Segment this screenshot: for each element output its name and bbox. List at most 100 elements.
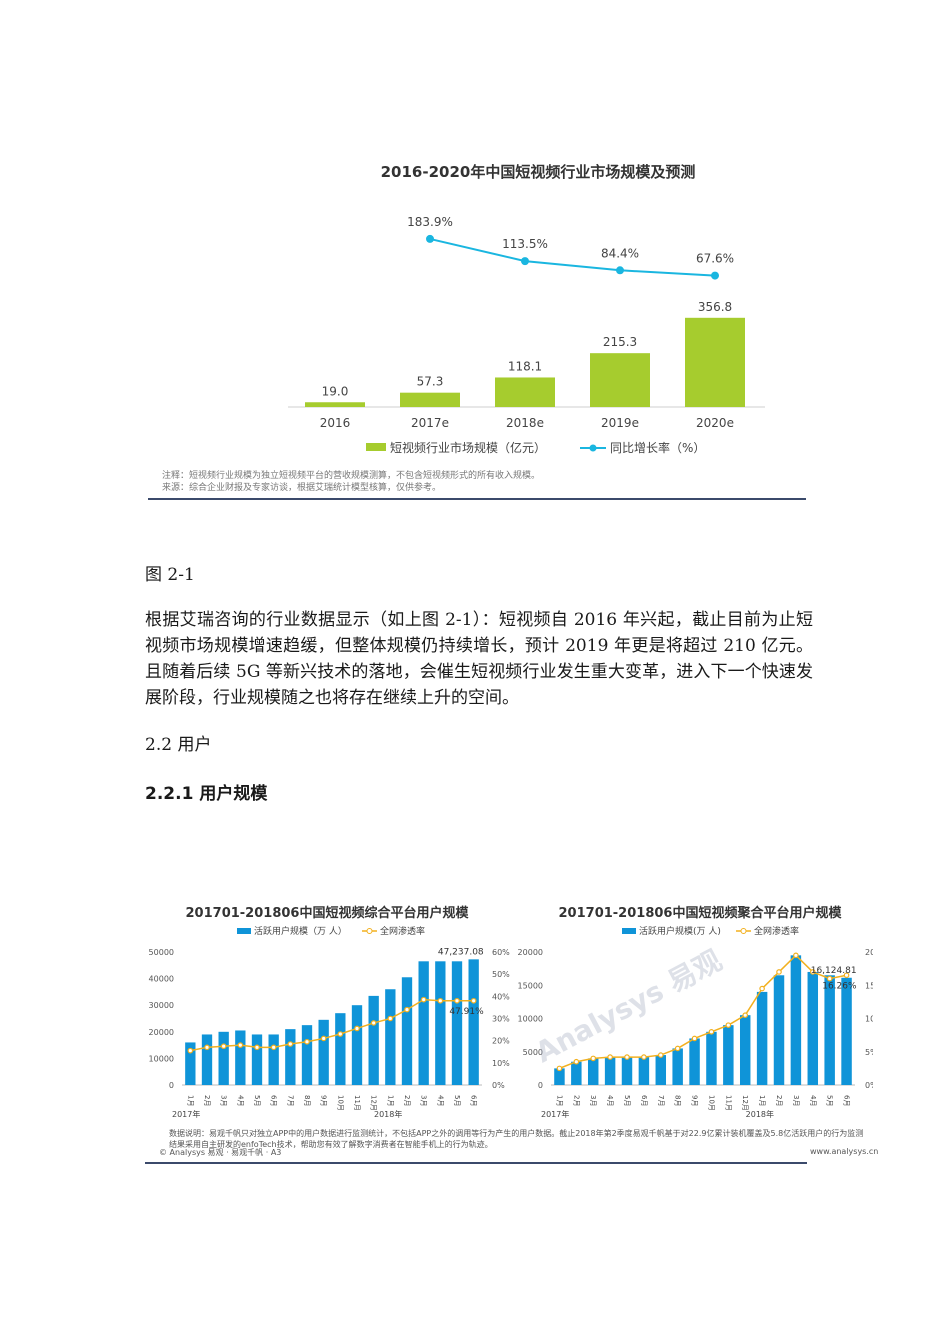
- bar: [706, 1031, 717, 1085]
- bar: [285, 1029, 296, 1085]
- bar-label: 19.0: [322, 384, 349, 398]
- bar: [790, 955, 802, 1085]
- y-tick-right: 30%: [492, 1015, 510, 1024]
- bar: [201, 1034, 213, 1085]
- bar-label: 118.1: [508, 359, 542, 373]
- penetration-point: [793, 952, 799, 959]
- x-tick-label: 2月: [572, 1095, 580, 1106]
- bar: [435, 961, 446, 1085]
- penetration-point: [437, 997, 444, 1004]
- footer-left: © Analysys 易观 · 易观千帆 · A3: [159, 1148, 282, 1157]
- x-tick-label: 6月: [270, 1095, 278, 1106]
- y-tick-right: 10%: [865, 1015, 873, 1024]
- y-tick-right: 40%: [492, 992, 510, 1001]
- year-label: 2018年: [374, 1109, 402, 1119]
- x-tick-label: 1月: [186, 1095, 194, 1106]
- bar: [723, 1025, 734, 1085]
- legend-left: 活跃用户规模（万 人） 全网渗透率: [237, 925, 425, 937]
- legend: 短视频行业市场规模（亿元） 同比增长率（%）: [366, 440, 705, 455]
- x-tick-label: 3月: [589, 1095, 597, 1106]
- figure-notes: 注释：短视频行业规模为独立短视频平台的营收规模测算，不包含短视频形式的所有收入规…: [162, 470, 540, 494]
- penetration-point: [287, 1041, 294, 1047]
- bar: [401, 977, 413, 1085]
- x-tick-label: 11月: [724, 1095, 732, 1111]
- bar: [468, 959, 479, 1085]
- bar: [587, 1058, 599, 1085]
- x-tick-label: 7月: [657, 1095, 665, 1106]
- penetration-point: [270, 1044, 277, 1051]
- legend-bar-label: 活跃用户规模(万 人): [639, 925, 721, 937]
- subsection-heading: 2.2.1 用户规模: [145, 784, 268, 804]
- penetration-point: [404, 1006, 410, 1013]
- value-annotation: 16,124.81: [811, 966, 857, 976]
- note-line: 注释：短视频行业规模为独立短视频平台的营收规模测算，不包含短视频形式的所有收入规…: [162, 471, 541, 481]
- y-tick-right: 0%: [492, 1081, 505, 1090]
- y-tick-left: 10000: [518, 1015, 543, 1024]
- x-tick-label: 2月: [775, 1095, 783, 1106]
- legend-bar-swatch: [237, 928, 251, 934]
- x-tick-label: 3月: [792, 1095, 800, 1106]
- legend-bar-label: 活跃用户规模（万 人）: [254, 925, 347, 937]
- rate-annotation: 47.91%: [449, 1007, 484, 1017]
- x-tick-label: 10月: [336, 1095, 344, 1111]
- body-paragraph: 根据艾瑞咨询的行业数据显示（如上图 2-1）：短视频自 2016 年兴起，截止目…: [145, 607, 813, 711]
- penetration-point: [354, 1025, 360, 1032]
- bar: [554, 1068, 565, 1085]
- x-tick-label: 2017e: [411, 416, 449, 430]
- figure-user-scale: 201701-201806中国短视频综合平台用户规模 201701-201806…: [145, 895, 884, 1175]
- bar: [185, 1042, 196, 1085]
- penetration-point: [624, 1054, 630, 1060]
- bar-label: 215.3: [603, 335, 637, 349]
- growth-line: [429, 237, 716, 277]
- y-tick-left: 0: [538, 1081, 543, 1090]
- penetration-point: [826, 975, 833, 982]
- figure-market-size: 2016-2020年中国短视频行业市场规模及预测 19.0 2016 57.3 201…: [148, 140, 808, 510]
- x-tick-label: 12月: [370, 1095, 378, 1111]
- figure-caption: 图 2-1: [145, 565, 195, 585]
- bar: [604, 1057, 616, 1085]
- x-tick-label: 9月: [691, 1095, 699, 1106]
- x-tick-label: 2018e: [506, 416, 544, 430]
- rate-annotation: 16.26%: [822, 981, 857, 991]
- growth-point: [521, 257, 529, 266]
- penetration-point: [657, 1052, 664, 1058]
- growth-label: 113.5%: [502, 237, 548, 251]
- penetration-point: [187, 1047, 194, 1054]
- bar: [451, 961, 463, 1085]
- bar: [400, 392, 460, 407]
- x-tick-label: 2月: [403, 1095, 411, 1106]
- user-scale-charts: 201701-201806中国短视频综合平台用户规模 201701-201806…: [149, 905, 884, 1119]
- x-tick-label: 4月: [436, 1095, 444, 1106]
- y-tick-left: 5000: [523, 1048, 543, 1057]
- bar: [571, 1061, 582, 1085]
- y-tick-right: 20%: [865, 948, 873, 957]
- legend-line-label: 同比增长率（%）: [610, 440, 705, 455]
- bar: [807, 971, 819, 1085]
- penetration-point: [370, 1020, 377, 1026]
- divider: [148, 498, 806, 500]
- x-tick-label: 6月: [843, 1095, 851, 1106]
- growth-point: [711, 271, 719, 280]
- divider: [145, 1162, 807, 1164]
- x-tick-label: 5月: [623, 1095, 631, 1106]
- x-tick-label: 1月: [386, 1095, 394, 1106]
- y-tick-right: 15%: [865, 981, 873, 990]
- y-tick-right: 10%: [492, 1059, 510, 1068]
- year-label: 2017年: [541, 1109, 569, 1119]
- x-tick-label: 5月: [253, 1095, 261, 1106]
- x-tick-label: 12月: [741, 1095, 749, 1111]
- year-label: 2017年: [172, 1109, 200, 1119]
- legend-line-marker: [366, 928, 373, 934]
- penetration-point: [607, 1054, 613, 1060]
- market-size-chart: 2016-2020年中国短视频行业市场规模及预测 19.0 2016 57.3 201…: [288, 163, 765, 455]
- y-tick-right: 20%: [492, 1037, 510, 1046]
- x-tick-label: 9月: [320, 1095, 328, 1106]
- bar: [385, 989, 396, 1085]
- penetration-point: [809, 969, 816, 975]
- y-tick-right: 60%: [492, 948, 510, 957]
- penetration-point: [776, 969, 782, 975]
- x-tick-label: 2019e: [601, 416, 639, 430]
- penetration-line: [190, 998, 474, 1052]
- x-tick-label: 10月: [707, 1095, 715, 1111]
- bar: [841, 977, 852, 1085]
